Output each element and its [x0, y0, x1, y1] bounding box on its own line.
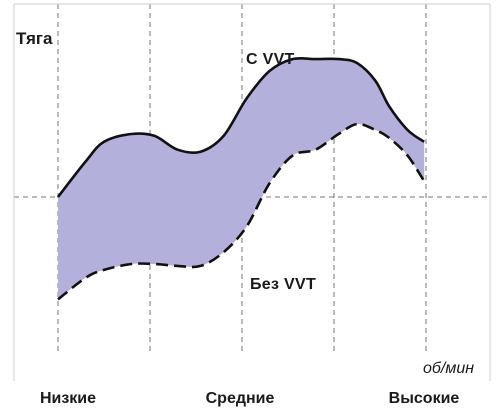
- x-tick-label-mid: Средние: [206, 390, 275, 407]
- x-tick-label-high: Высокие: [389, 390, 460, 407]
- y-axis-label: Тяга: [16, 29, 53, 48]
- series-label-no-vvt: Без VVT: [250, 276, 316, 293]
- vvt-gain-band: [58, 58, 425, 300]
- series-label-vvt: С VVT: [246, 51, 295, 68]
- series-line-no-vvt: [57, 122, 426, 301]
- x-axis-unit-label: об/мин: [423, 360, 474, 377]
- x-tick-label-low: Низкие: [40, 390, 96, 407]
- series-line-vvt: [56, 56, 425, 198]
- plot-frame: [13, 3, 491, 381]
